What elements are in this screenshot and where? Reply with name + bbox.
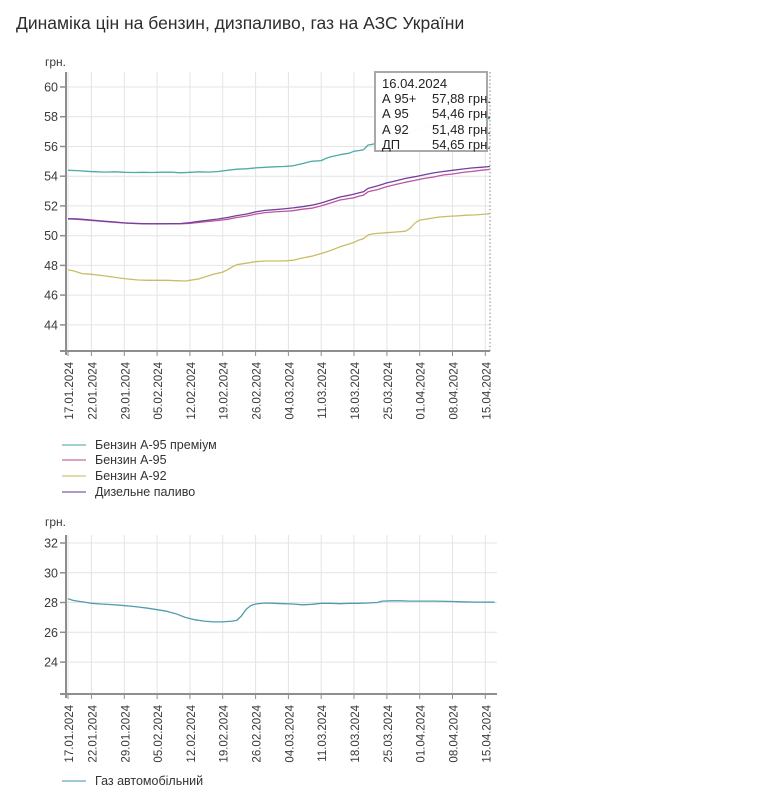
page-title: Динаміка цін на бензин, дизпаливо, газ н… — [16, 13, 465, 33]
x-tick-label: 22.01.2024 — [87, 361, 99, 419]
x-tick-label: 29.01.2024 — [120, 361, 132, 419]
x-tick-label: 15.04.2024 — [481, 361, 493, 419]
y-tick-label: 30 — [44, 566, 58, 580]
x-tick-label: 04.03.2024 — [284, 704, 296, 762]
series-line-0-2 — [67, 213, 491, 282]
legend-item-0-2[interactable]: Бензин А-92 — [62, 468, 217, 484]
tooltip-row: ДП 54,65 грн. — [382, 136, 491, 152]
y-tick-label: 48 — [44, 259, 58, 273]
x-tick-label: 12.02.2024 — [186, 704, 198, 762]
series-line-0-3 — [67, 165, 491, 225]
x-tick-label: 25.03.2024 — [383, 704, 395, 762]
legend-label: Бензин А-95 — [95, 453, 167, 468]
x-tick-label: 15.04.2024 — [481, 704, 493, 762]
x-tick-label: 05.02.2024 — [153, 704, 165, 762]
y-tick-label: 32 — [44, 537, 58, 551]
x-tick-label: 22.01.2024 — [87, 704, 99, 762]
y-tick-label: 52 — [44, 199, 58, 213]
x-tick-label: 08.04.2024 — [449, 704, 461, 762]
y-tick-label: 58 — [44, 110, 58, 124]
x-tick-label: 19.02.2024 — [219, 361, 231, 419]
legend-marker-icon — [62, 459, 86, 462]
tooltip-row: А 95 54,46 грн. — [382, 106, 491, 122]
hover-tooltip: 16.04.2024 А 95+ 57,88 грн. А 95 54,46 г… — [374, 71, 491, 152]
tooltip-row: А 92 51,48 грн. — [382, 121, 491, 137]
x-tick-label: 04.03.2024 — [284, 361, 296, 419]
series-line-1-0 — [67, 598, 495, 623]
fuel-chart-unit-label: грн. — [45, 55, 67, 69]
legend-label: Газ автомобільний — [95, 773, 204, 788]
x-tick-label: 25.03.2024 — [383, 361, 395, 419]
x-tick-label: 19.02.2024 — [219, 704, 231, 762]
legend-item-0-0[interactable]: Бензин А-95 преміум — [62, 437, 217, 453]
legend-label: Бензин А-92 — [95, 468, 167, 483]
gas-chart-unit-label: грн. — [45, 515, 67, 529]
x-tick-label: 08.04.2024 — [449, 361, 461, 419]
y-tick-label: 60 — [44, 81, 58, 95]
x-tick-label: 05.02.2024 — [153, 361, 165, 419]
legend-label: Бензин А-95 преміум — [95, 437, 217, 452]
x-tick-label: 26.02.2024 — [252, 361, 264, 419]
x-tick-label: 26.02.2024 — [252, 704, 264, 762]
legend-marker-icon — [62, 779, 86, 782]
x-tick-label: 17.01.2024 — [64, 361, 76, 419]
y-tick-label: 50 — [44, 229, 58, 243]
gas-chart-plot-area[interactable] — [67, 535, 497, 693]
gas-chart-legend: Газ автомобільний — [62, 773, 203, 789]
tooltip-series-value: 54,46 грн. — [432, 106, 491, 122]
x-tick-label: 18.03.2024 — [350, 704, 362, 762]
y-tick-label: 54 — [44, 170, 58, 184]
y-tick-label: 26 — [44, 626, 58, 640]
y-tick-label: 44 — [44, 318, 58, 332]
x-tick-label: 17.01.2024 — [64, 704, 76, 762]
tooltip-series-value: 51,48 грн. — [432, 121, 491, 137]
x-tick-label: 11.03.2024 — [317, 361, 329, 418]
x-tick-label: 12.02.2024 — [186, 361, 198, 419]
tooltip-date: 16.04.2024 — [382, 76, 448, 91]
y-tick-label: 24 — [44, 656, 58, 670]
x-tick-label: 29.01.2024 — [120, 704, 132, 762]
tooltip-series-value: 57,88 грн. — [432, 91, 491, 107]
x-tick-label: 11.03.2024 — [317, 704, 329, 761]
tooltip-series-label: А 92 — [382, 121, 409, 137]
x-tick-label: 01.04.2024 — [416, 361, 428, 419]
y-tick-label: 28 — [44, 596, 58, 610]
x-tick-label: 18.03.2024 — [350, 361, 362, 419]
fuel-chart-legend: Бензин А-95 преміум Бензин А-95 Бензин А-9… — [62, 437, 217, 499]
legend-marker-icon — [62, 490, 86, 493]
tooltip-row: А 95+ 57,88 грн. — [382, 91, 491, 107]
legend-item-1-0[interactable]: Газ автомобільний — [62, 773, 203, 789]
y-tick-label: 46 — [44, 289, 58, 303]
tooltip-series-label: ДП — [382, 136, 401, 152]
legend-item-0-1[interactable]: Бензин А-95 — [62, 453, 217, 469]
y-tick-label: 56 — [44, 140, 58, 154]
legend-item-0-3[interactable]: Дизельне паливо — [62, 484, 217, 500]
legend-marker-icon — [62, 443, 86, 446]
tooltip-series-label: А 95 — [382, 106, 409, 122]
tooltip-series-label: А 95+ — [382, 91, 417, 107]
legend-marker-icon — [62, 474, 86, 477]
x-tick-label: 01.04.2024 — [416, 704, 428, 762]
tooltip-series-value: 54,65 грн. — [432, 136, 491, 152]
legend-label: Дизельне паливо — [95, 484, 196, 499]
